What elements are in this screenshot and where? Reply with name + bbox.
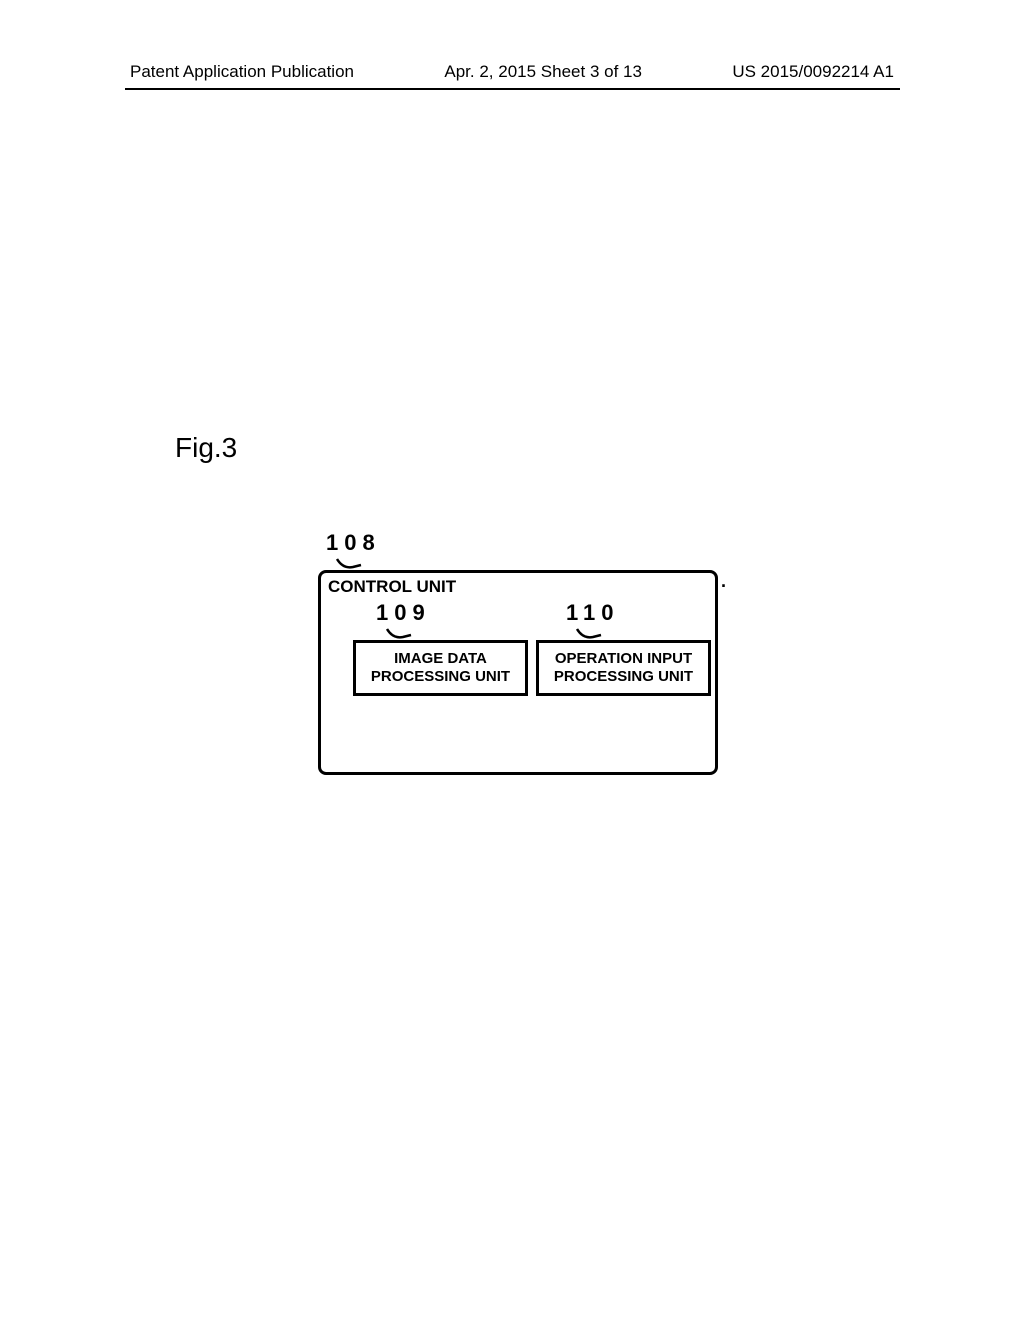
leader-hook-109 xyxy=(385,627,413,641)
reference-numeral-109: 109 xyxy=(376,600,431,626)
header-left: Patent Application Publication xyxy=(130,62,354,82)
header-right: US 2015/0092214 A1 xyxy=(732,62,894,82)
control-unit-label: CONTROL UNIT xyxy=(328,577,456,597)
leader-hook-110 xyxy=(575,627,603,641)
box-109-line1: IMAGE DATA xyxy=(394,650,487,668)
header-center: Apr. 2, 2015 Sheet 3 of 13 xyxy=(444,62,642,82)
leader-hook-108 xyxy=(335,557,363,571)
header-divider xyxy=(125,88,900,90)
reference-numeral-108: 108 xyxy=(326,530,381,556)
trailing-dot: . xyxy=(721,571,726,592)
figure-label: Fig.3 xyxy=(175,432,237,464)
box-110-line1: OPERATION INPUT xyxy=(555,650,692,668)
operation-input-processing-unit-box: OPERATION INPUT PROCESSING UNIT xyxy=(536,640,711,696)
page-header: Patent Application Publication Apr. 2, 2… xyxy=(0,62,1024,82)
reference-numeral-110: 110 xyxy=(566,600,620,626)
image-data-processing-unit-box: IMAGE DATA PROCESSING UNIT xyxy=(353,640,528,696)
box-110-line2: PROCESSING UNIT xyxy=(554,668,693,686)
box-109-line2: PROCESSING UNIT xyxy=(371,668,510,686)
